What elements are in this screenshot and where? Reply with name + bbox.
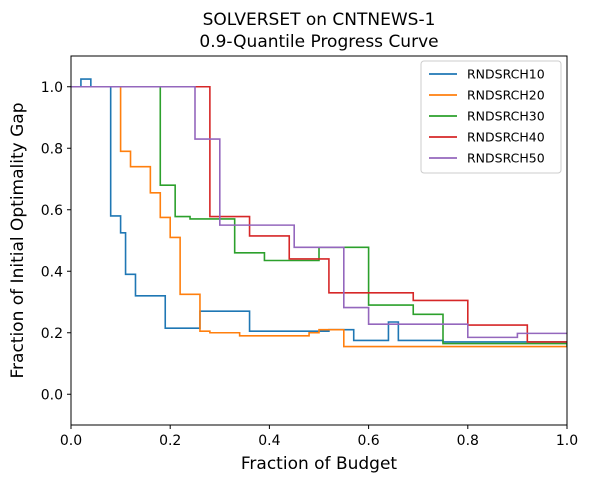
x-tick-label: 1.0 [556, 433, 578, 449]
plot-frame [70, 55, 568, 426]
x-axis: 0.0 0.2 0.4 0.6 0.8 1.0 [60, 425, 578, 449]
x-tick-label: 0.6 [357, 433, 379, 449]
x-axis-label: Fraction of Budget [241, 454, 398, 474]
y-tick-label: 0.4 [41, 264, 63, 280]
series-line-rndsrch20 [71, 85, 567, 348]
y-tick-label: 1.0 [41, 80, 63, 96]
legend: RNDSRCH10 RNDSRCH20 RNDSRCH30 RNDSRCH40 RNDS… [420, 60, 562, 174]
y-tick-label: 0.2 [41, 326, 63, 342]
y-axis-label: Fraction of Initial Optimality Gap [8, 103, 28, 379]
series-line-rndsrch40 [71, 85, 567, 343]
chart-title-line-1: SOLVERSET on CNTNEWS-1 [203, 10, 436, 30]
chart-title-line-2: 0.9-Quantile Progress Curve [199, 32, 438, 52]
legend-label-rndsrch40: RNDSRCH40 [467, 130, 545, 145]
legend-label-rndsrch10: RNDSRCH10 [467, 67, 545, 82]
legend-frame [420, 60, 562, 174]
legend-label-rndsrch30: RNDSRCH30 [467, 109, 545, 124]
legend-label-rndsrch50: RNDSRCH50 [467, 151, 545, 166]
legend-label-rndsrch20: RNDSRCH20 [467, 88, 545, 103]
series-line-rndsrch30 [71, 85, 567, 347]
y-tick-label: 0.8 [41, 141, 63, 157]
x-tick-label: 0.4 [258, 433, 280, 449]
x-tick-label: 0.2 [159, 433, 181, 449]
series-line-rndsrch50 [71, 85, 567, 339]
y-tick-label: 0.6 [41, 203, 63, 219]
y-axis: 0.0 0.2 0.4 0.6 0.8 1.0 [41, 80, 71, 403]
plot-area [71, 78, 567, 348]
y-tick-label: 0.0 [41, 387, 63, 403]
x-tick-label: 0.8 [457, 433, 479, 449]
x-tick-label: 0.0 [60, 433, 82, 449]
